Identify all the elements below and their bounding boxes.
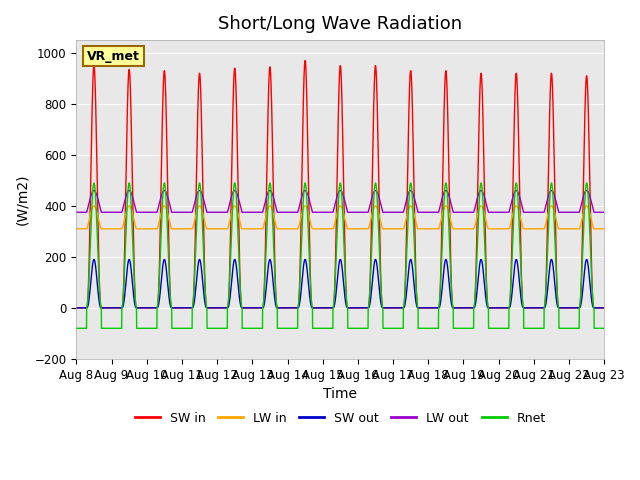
Title: Short/Long Wave Radiation: Short/Long Wave Radiation <box>218 15 462 33</box>
Y-axis label: (W/m2): (W/m2) <box>15 174 29 225</box>
X-axis label: Time: Time <box>323 387 357 401</box>
Legend: SW in, LW in, SW out, LW out, Rnet: SW in, LW in, SW out, LW out, Rnet <box>130 407 551 430</box>
Text: VR_met: VR_met <box>87 49 140 63</box>
